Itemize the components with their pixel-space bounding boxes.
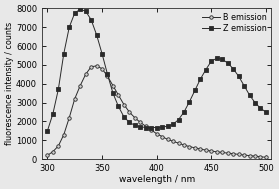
Z emission	[51, 113, 54, 115]
B emission	[199, 148, 202, 150]
B emission	[133, 117, 136, 119]
Z emission	[237, 75, 240, 77]
B emission	[177, 142, 180, 144]
Line: B emission: B emission	[46, 64, 268, 159]
B emission	[57, 145, 60, 147]
B emission	[248, 154, 251, 157]
B emission	[46, 154, 49, 156]
B emission	[62, 134, 66, 136]
Z emission	[226, 62, 229, 64]
B emission	[73, 98, 76, 100]
Z emission	[193, 89, 197, 91]
Z emission	[232, 67, 235, 70]
Z emission	[62, 53, 66, 55]
B emission	[100, 67, 104, 70]
B emission	[171, 140, 175, 143]
B emission	[51, 150, 54, 153]
B emission	[128, 111, 131, 113]
B emission	[237, 153, 240, 156]
Z emission	[150, 126, 153, 129]
B emission	[95, 65, 98, 67]
Z emission	[68, 26, 71, 28]
Z emission	[177, 119, 180, 121]
Z emission	[144, 126, 147, 129]
B emission	[166, 138, 169, 141]
Z emission	[221, 58, 224, 60]
Z emission	[111, 92, 115, 94]
B emission	[117, 94, 120, 96]
Z emission	[46, 130, 49, 132]
B emission	[84, 73, 87, 75]
Z emission	[264, 111, 268, 113]
Z emission	[57, 88, 60, 91]
B emission	[106, 75, 109, 77]
B emission	[264, 156, 268, 158]
B emission	[155, 133, 158, 135]
Z emission	[90, 19, 93, 21]
Z emission	[106, 73, 109, 75]
B emission	[215, 151, 218, 153]
B emission	[188, 145, 191, 148]
Z emission	[204, 68, 208, 71]
B emission	[90, 66, 93, 68]
B emission	[193, 147, 197, 149]
B emission	[204, 149, 208, 151]
B emission	[259, 156, 262, 158]
Line: Z emission: Z emission	[45, 7, 268, 133]
Z emission	[117, 105, 120, 108]
Y-axis label: fluorescence intensity / counts: fluorescence intensity / counts	[5, 22, 14, 145]
B emission	[253, 155, 257, 157]
B emission	[150, 129, 153, 131]
Legend: B emission, Z emission: B emission, Z emission	[201, 12, 267, 34]
Z emission	[155, 126, 158, 129]
B emission	[226, 152, 229, 154]
Z emission	[188, 101, 191, 103]
Z emission	[171, 123, 175, 125]
Z emission	[210, 60, 213, 62]
B emission	[242, 154, 246, 156]
B emission	[160, 136, 164, 138]
B emission	[210, 150, 213, 152]
Z emission	[242, 84, 246, 87]
Z emission	[166, 125, 169, 127]
X-axis label: wavelength / nm: wavelength / nm	[119, 175, 195, 184]
B emission	[122, 103, 126, 106]
Z emission	[95, 34, 98, 36]
Z emission	[215, 57, 218, 60]
Z emission	[259, 107, 262, 109]
B emission	[221, 151, 224, 153]
B emission	[78, 84, 82, 87]
Z emission	[122, 116, 126, 118]
Z emission	[133, 124, 136, 126]
Z emission	[78, 8, 82, 10]
Z emission	[84, 10, 87, 12]
Z emission	[100, 53, 104, 55]
Z emission	[253, 101, 257, 104]
Z emission	[182, 111, 186, 113]
B emission	[182, 144, 186, 146]
Z emission	[160, 126, 164, 128]
Z emission	[73, 12, 76, 14]
B emission	[144, 125, 147, 127]
Z emission	[248, 94, 251, 96]
Z emission	[128, 121, 131, 124]
B emission	[68, 117, 71, 119]
B emission	[232, 153, 235, 155]
B emission	[139, 121, 142, 124]
Z emission	[199, 78, 202, 80]
Z emission	[139, 126, 142, 128]
B emission	[111, 84, 115, 87]
